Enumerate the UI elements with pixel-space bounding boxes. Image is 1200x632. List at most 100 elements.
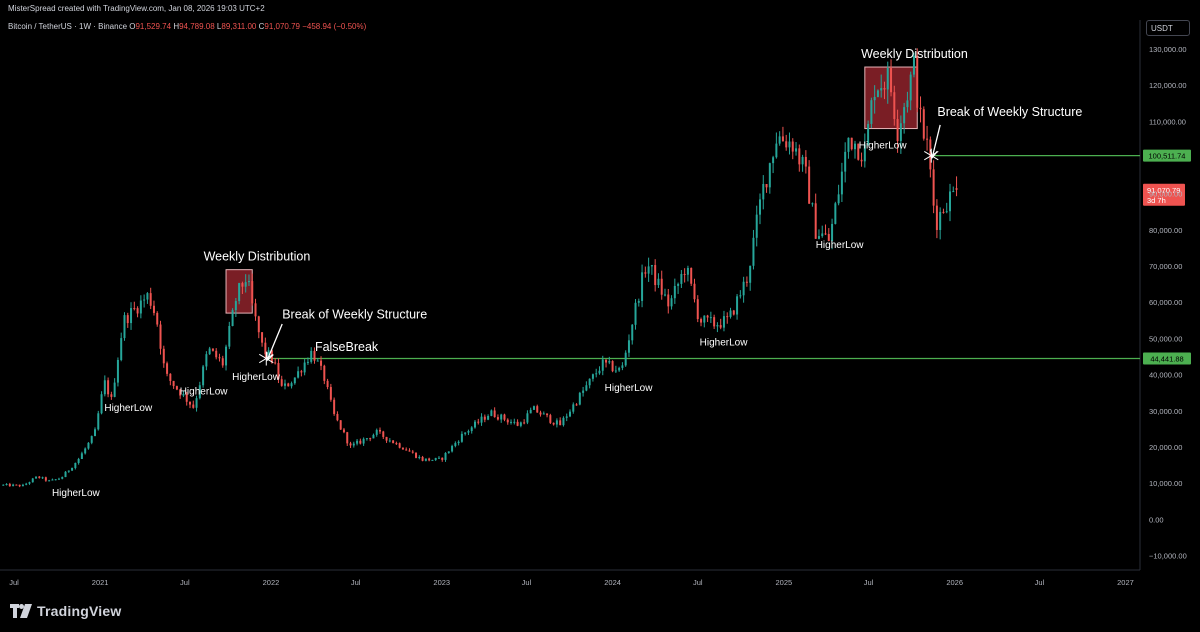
- candle-body: [136, 308, 139, 314]
- candle-body: [57, 478, 60, 480]
- price-tick-label: 0.00: [1149, 515, 1164, 524]
- candle-body: [349, 443, 352, 446]
- candle-body: [139, 300, 142, 314]
- candle-body: [506, 419, 509, 423]
- candle-body: [313, 350, 316, 361]
- candle-body: [483, 416, 486, 420]
- candle-body: [61, 477, 64, 479]
- price-axis[interactable]: 130,000.00 120,000.00 110,000.00 90,000.00 8…: [1149, 45, 1187, 561]
- candle-body: [578, 392, 581, 405]
- change-value: −458.94 (−0.50%): [302, 22, 367, 31]
- candle-body: [352, 443, 355, 446]
- candle-body: [572, 404, 575, 412]
- candle-body: [582, 390, 585, 393]
- candle-body: [28, 482, 31, 484]
- candle-body: [254, 303, 257, 317]
- candle-body: [821, 233, 824, 237]
- tradingview-logo[interactable]: TradingView: [10, 603, 121, 619]
- symbol-legend: Bitcoin / TetherUS · 1W · Binance O91,52…: [8, 22, 366, 31]
- candle-body: [942, 211, 945, 213]
- candle-body: [627, 340, 630, 353]
- candle-body: [827, 233, 830, 241]
- candle-body: [686, 267, 689, 275]
- candle-body: [673, 285, 676, 299]
- candle-body: [123, 315, 126, 339]
- close-value: 91,070.79: [264, 22, 300, 31]
- candle-body: [618, 367, 621, 371]
- candle-body: [477, 421, 480, 423]
- candle-body: [205, 354, 208, 367]
- break-of-structure-label: Break of Weekly Structure: [282, 308, 427, 322]
- candle-body: [297, 371, 300, 378]
- candle-body: [585, 385, 588, 391]
- candle-body: [523, 422, 526, 424]
- tradingview-logo-icon: [10, 604, 32, 618]
- candle-body: [804, 156, 807, 167]
- attribution-text: MisterSpread created with TradingView.co…: [8, 4, 265, 13]
- level-price-label: 44,441.88: [1150, 355, 1183, 364]
- candle-body: [306, 361, 309, 363]
- candle-body: [768, 163, 771, 188]
- candle-body: [811, 203, 814, 205]
- candle-body: [251, 281, 254, 304]
- candle-body: [644, 272, 647, 274]
- candle-body: [935, 205, 938, 230]
- candle-body: [785, 141, 788, 148]
- candle-body: [595, 373, 598, 375]
- candle-body: [103, 380, 106, 395]
- candle-body: [208, 348, 211, 355]
- candle-body: [903, 107, 906, 124]
- candle-body: [834, 203, 837, 224]
- candle-body: [41, 477, 44, 479]
- candle-body: [287, 383, 290, 387]
- higher-low-label: HigherLow: [859, 140, 908, 151]
- candle-body: [375, 429, 378, 435]
- candle-body: [899, 123, 902, 141]
- candle-body: [388, 440, 391, 442]
- candle-body: [945, 211, 948, 213]
- candle-body: [713, 317, 716, 327]
- annotation-arrow: [931, 124, 941, 158]
- candle-body: [519, 422, 522, 426]
- false-break-label: FalseBreak: [315, 340, 379, 354]
- candle-body: [854, 143, 856, 150]
- candle-body: [326, 380, 329, 388]
- candle-body: [912, 55, 915, 75]
- candle-body: [149, 293, 152, 306]
- candle-body: [211, 348, 214, 351]
- candle-body: [798, 148, 801, 165]
- candle-body: [411, 451, 414, 453]
- candle-body: [916, 55, 919, 108]
- candle-body: [457, 441, 460, 444]
- candle-body: [261, 332, 264, 343]
- candle-body: [339, 420, 342, 430]
- candle-body: [929, 139, 932, 170]
- candle-body: [860, 159, 863, 162]
- candle-body: [300, 371, 303, 373]
- candle-body: [844, 151, 847, 172]
- currency-button[interactable]: USDT: [1146, 20, 1190, 36]
- candle-body: [608, 361, 611, 363]
- level-price-tag: [1143, 149, 1191, 162]
- price-tick-label: 10,000.00: [1149, 479, 1182, 488]
- candle-body: [719, 325, 722, 328]
- break-of-structure-label: Break of Weekly Structure: [937, 105, 1082, 119]
- candle-body: [94, 429, 96, 437]
- candle-body: [474, 421, 476, 428]
- candle-body: [857, 143, 860, 160]
- candle-body: [431, 459, 434, 461]
- candle-body: [284, 383, 286, 386]
- time-axis[interactable]: Jul 2021 Jul 2022 Jul 2023 Jul 2024 Jul 2025 Jul 20…: [9, 578, 1134, 587]
- high-label: H: [173, 22, 180, 31]
- candle-body: [447, 451, 450, 453]
- candle-body: [12, 484, 15, 487]
- candle-body: [156, 312, 159, 325]
- candle-body: [264, 342, 267, 355]
- candle-body: [765, 184, 768, 188]
- candle-body: [179, 389, 182, 396]
- candle-body: [890, 67, 893, 93]
- candle-body: [175, 386, 178, 390]
- higher-low-label: HigherLow: [52, 488, 101, 499]
